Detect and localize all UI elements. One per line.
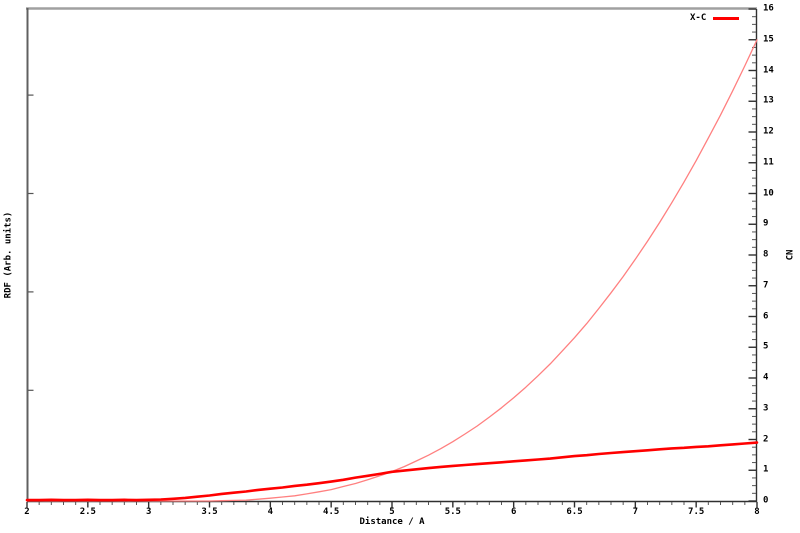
x-axis-title: Distance / A — [359, 517, 425, 527]
x-tick-label: 4.5 — [323, 507, 340, 517]
y2-tick-label: 14 — [763, 65, 774, 75]
y2-tick-label: 8 — [763, 249, 769, 260]
y2-tick-label: 4 — [763, 372, 769, 383]
y-axis-title-left: RDF (Arb. units) — [3, 211, 14, 299]
y2-tick-label: 16 — [763, 3, 774, 14]
y2-tick-label: 0 — [763, 495, 769, 506]
y2-tick-label: 9 — [763, 218, 769, 229]
x-tick-label: 3 — [145, 507, 152, 517]
x-tick-label: 2 — [24, 507, 30, 517]
y2-tick-label: 1 — [763, 464, 769, 475]
x-tick-label: 6.5 — [566, 507, 583, 517]
x-tick-label: 3.5 — [201, 507, 218, 517]
y2-tick-label: 7 — [763, 280, 769, 291]
legend-line-sample — [713, 16, 740, 20]
curve-cn — [26, 39, 758, 502]
y2-tick-label: 11 — [763, 157, 774, 168]
x-tick-label: 6 — [510, 507, 517, 517]
y2-tick-label: 15 — [763, 34, 774, 45]
x-tick-label: 7.5 — [688, 507, 705, 517]
x-tick-label: 2.5 — [79, 507, 96, 517]
y2-tick-label: 6 — [763, 311, 769, 321]
x-tick-label: 5 — [389, 507, 395, 517]
x-tick-label: 7 — [632, 507, 639, 517]
x-tick-label: 8 — [754, 507, 760, 517]
y2-tick-label: 10 — [763, 188, 774, 198]
y2-tick-label: 2 — [763, 434, 769, 444]
x-tick-label: 5.5 — [444, 507, 461, 517]
y2-tick-label: 5 — [763, 341, 769, 352]
x-tick-label: 4 — [267, 507, 274, 517]
y2-tick-label: 12 — [763, 126, 774, 137]
y-axis-title-right: CN — [785, 249, 796, 261]
y2-tick-label: 13 — [763, 95, 774, 106]
y2-tick-label: 3 — [763, 403, 769, 414]
legend-entry-label: X-C — [690, 12, 707, 23]
curve-rdf — [25, 441, 759, 502]
legend: X-C — [690, 12, 740, 23]
